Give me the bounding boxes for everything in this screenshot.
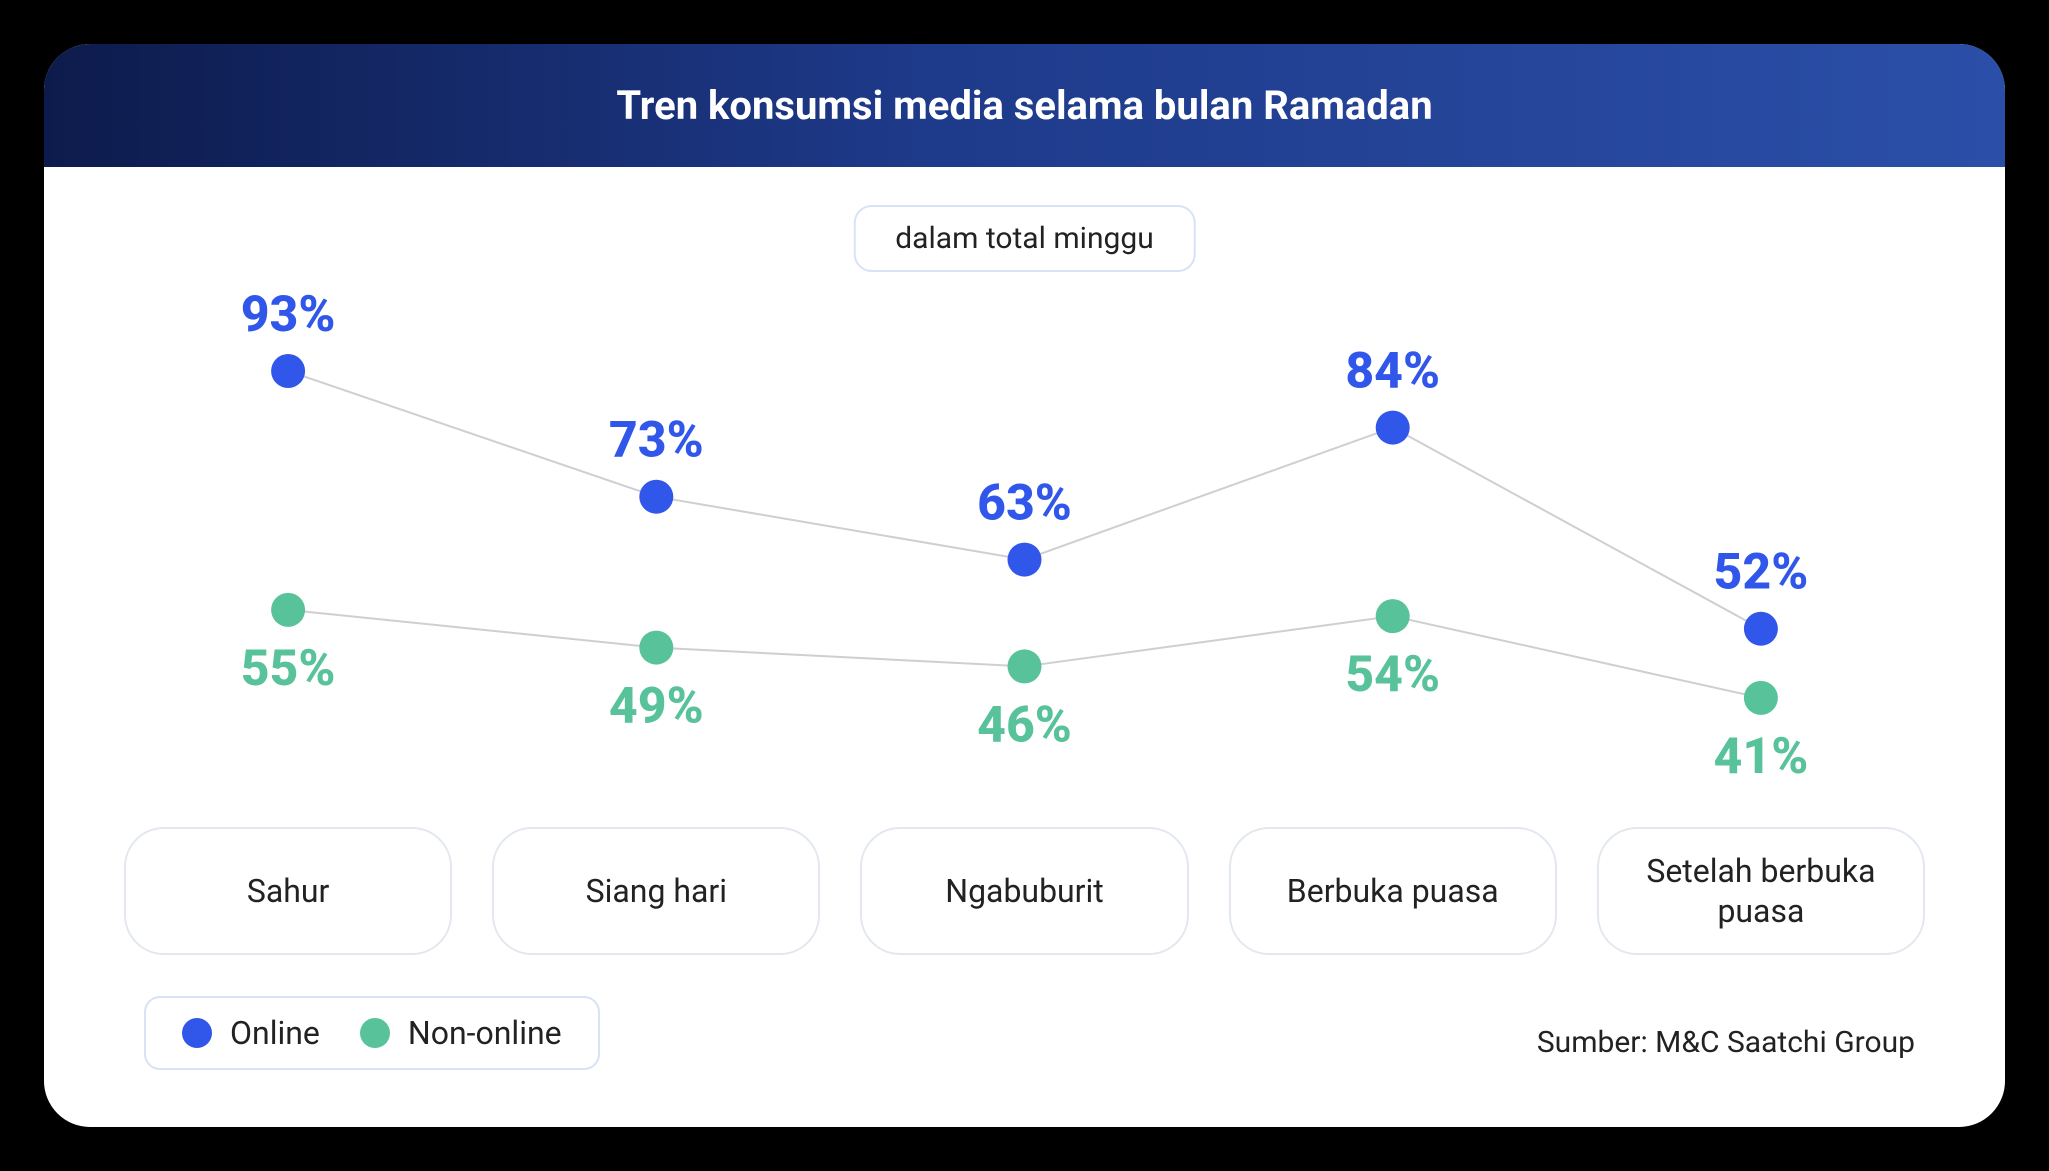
chart-card: Tren konsumsi media selama bulan Ramadan… bbox=[40, 40, 2009, 1131]
legend: Online Non-online bbox=[144, 996, 600, 1070]
data-point bbox=[1376, 599, 1410, 633]
data-point bbox=[639, 631, 673, 665]
chart-title: Tren konsumsi media selama bulan Ramadan bbox=[44, 44, 2005, 167]
data-label: 41% bbox=[1714, 728, 1809, 786]
chart-body: dalam total minggu 93%73%63%84%52%55%49%… bbox=[44, 167, 2005, 1120]
legend-item-online: Online bbox=[182, 1014, 320, 1052]
category-labels-row: Sahur Siang hari Ngabuburit Berbuka puasa Se… bbox=[104, 827, 1945, 955]
data-point bbox=[1376, 411, 1410, 445]
data-label: 93% bbox=[241, 286, 336, 344]
category-pill: Ngabuburit bbox=[860, 827, 1188, 955]
legend-dot-non-online bbox=[360, 1018, 390, 1048]
category-pill: Siang hari bbox=[492, 827, 820, 955]
data-point bbox=[1744, 681, 1778, 715]
legend-label-non-online: Non-online bbox=[408, 1014, 562, 1052]
data-label: 63% bbox=[977, 475, 1072, 533]
chart-area: 93% 73% 63% 84% 52% 55% 49% 46% 54% 41% bbox=[104, 207, 1945, 807]
data-point bbox=[271, 354, 305, 388]
data-point bbox=[1008, 543, 1042, 577]
data-label: 49% bbox=[609, 678, 704, 736]
data-point bbox=[1744, 612, 1778, 646]
chart-svg: 93% 73% 63% 84% 52% 55% 49% 46% 54% 41% bbox=[104, 207, 1945, 807]
data-label: 54% bbox=[1345, 646, 1440, 704]
data-label: 73% bbox=[609, 412, 704, 470]
legend-item-non-online: Non-online bbox=[360, 1014, 562, 1052]
legend-dot-online bbox=[182, 1018, 212, 1048]
data-point bbox=[639, 480, 673, 514]
data-label: 84% bbox=[1345, 343, 1440, 401]
source-text: Sumber: M&C Saatchi Group bbox=[1537, 1025, 1915, 1060]
data-point bbox=[271, 593, 305, 627]
category-pill: Berbuka puasa bbox=[1229, 827, 1557, 955]
legend-label-online: Online bbox=[230, 1014, 320, 1052]
data-label: 46% bbox=[977, 696, 1072, 754]
data-label: 52% bbox=[1714, 544, 1809, 602]
category-pill: Sahur bbox=[124, 827, 452, 955]
category-pill: Setelah berbuka puasa bbox=[1597, 827, 1925, 955]
data-label: 55% bbox=[241, 640, 336, 698]
data-point bbox=[1008, 649, 1042, 683]
